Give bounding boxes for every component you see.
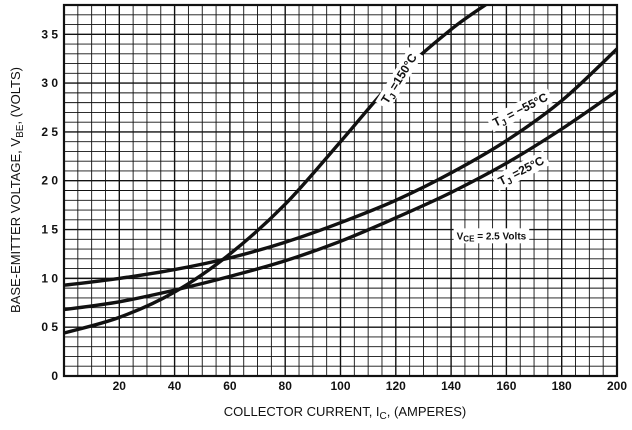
label-tj-150c: TJ =150°C — [375, 47, 423, 111]
condition-background — [453, 228, 530, 244]
y-tick-label: 2 0 — [41, 174, 58, 188]
condition-text: VCE = 2.5 Volts — [457, 231, 527, 243]
series-layer — [64, 5, 617, 335]
x-tick-label: 160 — [496, 379, 516, 393]
x-axis-title: COLLECTOR CURRENT, IC, (AMPERES) — [224, 404, 467, 422]
y-tick-label: 3 0 — [41, 76, 58, 90]
x-tick-label: 140 — [441, 379, 461, 393]
condition-label: VCE = 2.5 Volts — [453, 228, 530, 244]
x-tick-label: 80 — [279, 379, 293, 393]
label-background — [491, 150, 551, 191]
y-tick-label: 0 — [51, 369, 58, 383]
series-line-150c — [64, 5, 489, 335]
x-tick-label: 180 — [552, 379, 572, 393]
x-tick-label: 120 — [386, 379, 406, 393]
y-axis-title: BASE-EMITTER VOLTAGE, VBE, (VOLTS) — [8, 67, 26, 313]
series-line-25c — [64, 89, 617, 312]
y-tick-label: 1 0 — [41, 271, 58, 285]
y-tick-label: 3 5 — [41, 27, 58, 41]
plot-frame — [62, 3, 619, 378]
y-tick-label: 0 5 — [41, 320, 58, 334]
y-tick-label: 1 5 — [41, 223, 58, 237]
x-tick-label: 100 — [330, 379, 350, 393]
x-tick-label: 20 — [113, 379, 127, 393]
label-background — [486, 87, 555, 133]
curve-label-text: TJ =150°C — [378, 51, 422, 107]
label-background — [375, 47, 423, 111]
x-tick-label: 40 — [168, 379, 182, 393]
x-tick-label: 60 — [223, 379, 237, 393]
grid — [64, 5, 617, 376]
x-tick-label: 200 — [607, 379, 627, 393]
y-tick-label: 2 5 — [41, 125, 58, 139]
curve-label-text: TJ = −55°C — [490, 90, 551, 132]
series-line-minus55c — [64, 47, 617, 287]
plot-border — [62, 3, 619, 378]
